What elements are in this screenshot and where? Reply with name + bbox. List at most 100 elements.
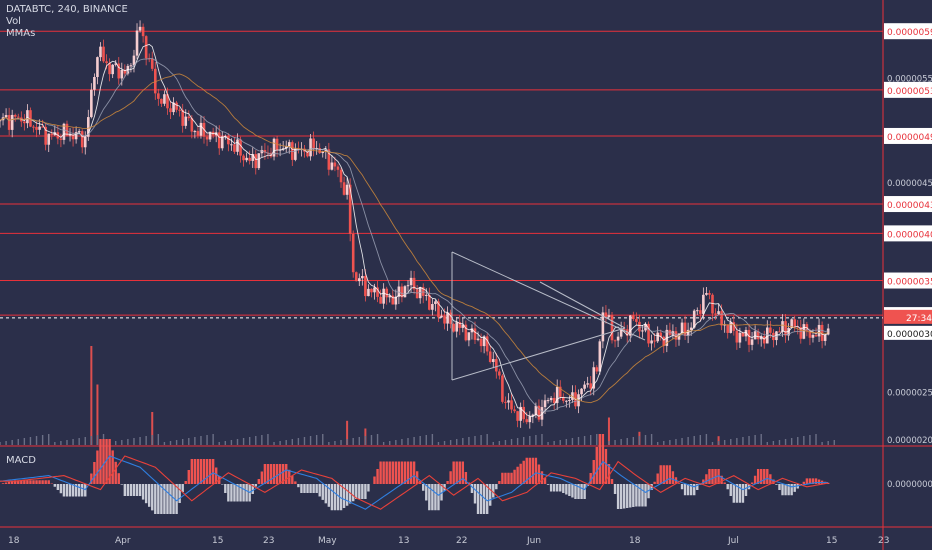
macd-histogram-bar	[184, 481, 187, 484]
candle-body	[598, 341, 602, 372]
macd-histogram-bar	[601, 434, 605, 484]
macd-histogram-bar	[802, 481, 806, 484]
candle-body	[653, 340, 656, 342]
volume-bar	[236, 439, 239, 445]
macd-histogram-bar	[659, 465, 662, 484]
macd-histogram-bar	[513, 469, 516, 484]
candle-body	[699, 310, 702, 314]
volume-bar	[11, 440, 13, 445]
symbol-label: DATABTC, 240, BINANCE	[6, 4, 128, 15]
macd-histogram-bar	[519, 463, 522, 484]
macd-histogram-bar	[154, 484, 157, 514]
candle-body	[720, 311, 723, 326]
candle-body	[208, 131, 212, 140]
candle-body	[528, 416, 532, 423]
macd-histogram-bar	[568, 484, 571, 496]
volume-bar	[224, 441, 227, 445]
candle-body	[537, 405, 541, 420]
volume-bar	[285, 440, 287, 445]
volume-bar	[656, 442, 659, 445]
macd-histogram-bar	[151, 484, 154, 511]
candle-body	[808, 330, 812, 338]
volume-bar	[328, 442, 330, 445]
macd-histogram-bar	[81, 484, 84, 497]
macd-histogram-bar	[123, 484, 127, 496]
volume-bar	[553, 441, 555, 445]
volume-bar	[687, 437, 689, 445]
candle-body	[756, 331, 760, 340]
volume-bar	[303, 437, 306, 445]
macd-histogram-bar	[431, 484, 434, 511]
volume-bar	[504, 440, 507, 445]
candle-body	[565, 400, 568, 402]
candle-body	[592, 367, 596, 389]
volume-bar	[821, 442, 823, 445]
candle-body	[336, 166, 340, 170]
macd-histogram-bar	[790, 484, 793, 496]
macd-histogram-bar	[172, 484, 175, 514]
candle-body	[254, 154, 258, 169]
volume-label: Vol	[6, 16, 21, 27]
macd-histogram-bar	[577, 484, 580, 499]
macd-histogram-bar	[638, 484, 641, 507]
macd-histogram-bar	[458, 461, 461, 484]
volume-bar	[717, 436, 720, 445]
volume-bar	[638, 436, 641, 445]
macd-histogram-bar	[62, 484, 66, 497]
volume-bar	[139, 437, 141, 445]
macd-histogram-bar	[263, 464, 267, 484]
candle-body	[437, 301, 440, 318]
volume-bar	[133, 438, 135, 445]
macd-histogram-bar	[540, 471, 544, 484]
macd-histogram-bar	[781, 484, 784, 496]
candle-body	[318, 148, 322, 154]
volume-bar	[498, 441, 501, 445]
macd-histogram-bar	[677, 483, 681, 484]
candle-body	[38, 126, 41, 130]
macd-histogram-bar	[559, 484, 562, 492]
level-label-box	[884, 225, 932, 242]
macd-label: MACD	[6, 455, 36, 466]
macd-histogram-bar	[391, 461, 394, 484]
candle-body	[193, 131, 197, 133]
candle-body	[473, 328, 477, 340]
candle-body	[531, 414, 535, 417]
candle-body	[781, 321, 784, 332]
candle-body	[616, 336, 620, 341]
candle-body	[647, 323, 650, 344]
volume-bar	[78, 438, 80, 445]
macd-histogram-bar	[428, 484, 431, 511]
macd-histogram-bar	[196, 459, 200, 484]
volume-bar	[717, 441, 720, 445]
candle-body	[464, 324, 468, 341]
macd-histogram-bar	[656, 473, 659, 484]
macd-histogram-bar	[303, 484, 306, 493]
candle-body	[367, 288, 370, 297]
macd-histogram-bar	[4, 482, 8, 484]
macd-histogram-bar	[753, 475, 757, 484]
volume-bar	[218, 442, 220, 445]
candle-body	[111, 64, 114, 75]
triangle-lower-line	[451, 327, 626, 381]
candle-body	[802, 324, 806, 339]
macd-histogram-bar	[522, 460, 525, 484]
macd-histogram-bar	[230, 484, 233, 502]
candle-body	[16, 116, 20, 118]
volume-bar	[322, 434, 324, 445]
macd-histogram-bar	[233, 484, 236, 502]
volume-bar	[833, 440, 835, 445]
candle-body	[632, 315, 635, 320]
macd-histogram-bar	[583, 484, 586, 499]
volume-bar	[474, 436, 476, 445]
candle-body	[272, 138, 276, 157]
macd-histogram-bar	[622, 484, 626, 509]
volume-bar	[547, 442, 549, 445]
macd-histogram-bar	[775, 484, 778, 485]
candle-body	[406, 285, 410, 287]
volume-bar	[809, 435, 811, 445]
macd-histogram-bar	[723, 482, 726, 484]
macd-histogram-bar	[105, 439, 108, 484]
volume-bar	[346, 420, 349, 445]
macd-histogram-bar	[224, 484, 227, 493]
